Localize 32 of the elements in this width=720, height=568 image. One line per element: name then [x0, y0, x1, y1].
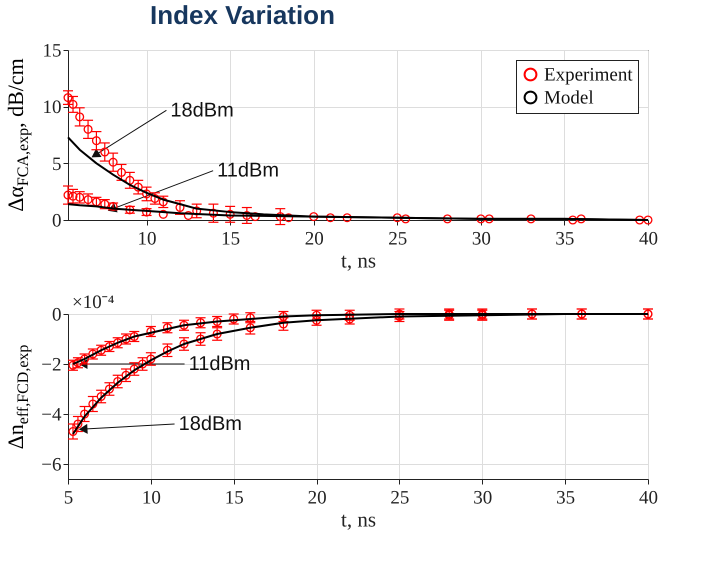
x-tick-label: 40: [639, 488, 658, 508]
x-axis-title: t, ns: [340, 508, 376, 532]
y-tick-label: −6: [41, 454, 62, 476]
y-tick-label: −2: [41, 354, 62, 376]
y-tick-label: 5: [52, 154, 62, 175]
y-tick-label: 0: [52, 304, 62, 326]
x-tick-label: 25: [390, 488, 410, 508]
x-tick-label: 30: [473, 488, 492, 508]
x-tick-label: 40: [639, 228, 658, 250]
annotation: 18dBm: [170, 99, 234, 122]
x-tick-label: 15: [221, 228, 240, 250]
annotation: 11dBm: [217, 160, 280, 182]
y-tick-label: 10: [42, 97, 62, 118]
x-axis-title: t, ns: [340, 248, 376, 272]
x-tick-label: 35: [556, 488, 576, 508]
x-tick-label: 10: [138, 228, 157, 250]
legend-label: Model: [544, 88, 594, 108]
x-tick-label: 20: [308, 488, 327, 508]
x-tick-label: 10: [142, 488, 161, 508]
x-tick-label: 25: [388, 228, 408, 250]
text: ×10⁻⁴: [72, 292, 115, 313]
annotation: 11dBm: [188, 353, 250, 375]
y-tick-label: −4: [41, 404, 62, 426]
x-tick-label: 20: [304, 228, 324, 250]
y-tick-label: 15: [42, 40, 62, 62]
chart-title: Index Variation: [150, 0, 335, 31]
x-tick-label: 35: [555, 228, 574, 250]
annotation: 18dBm: [178, 413, 242, 435]
y-tick-label: 0: [52, 210, 62, 232]
legend-label: Experiment: [544, 64, 634, 86]
x-tick-label: 15: [224, 488, 244, 508]
x-tick-label: 30: [472, 228, 491, 250]
